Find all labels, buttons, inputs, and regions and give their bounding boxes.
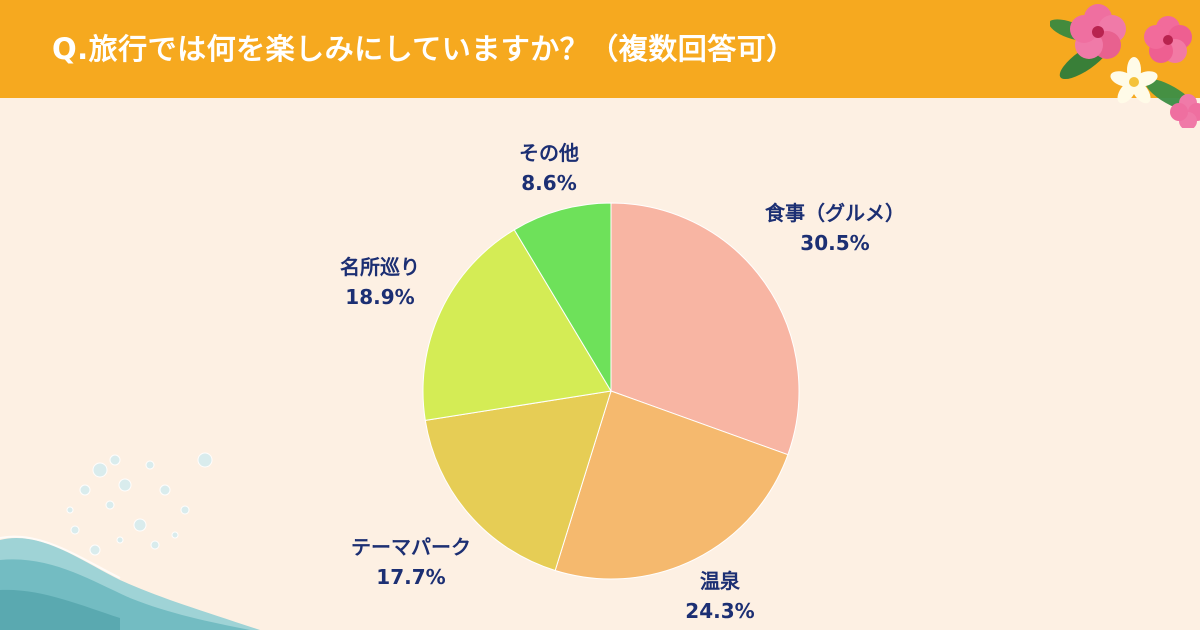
pie-slice bbox=[424, 390, 612, 572]
slice-value-label: 17.7% bbox=[376, 565, 445, 589]
pie-slice bbox=[513, 202, 612, 393]
slice-value-label: 18.9% bbox=[345, 285, 414, 309]
pie-slice bbox=[554, 390, 789, 580]
flower-decoration-icon bbox=[1050, 4, 1200, 128]
water-wave-decoration-icon bbox=[0, 535, 260, 630]
slice-name-label: その他 bbox=[519, 141, 579, 165]
slice-name-label: 食事（グルメ） bbox=[765, 201, 905, 225]
slice-value-label: 30.5% bbox=[800, 231, 869, 255]
slice-value-label: 24.3% bbox=[685, 599, 754, 623]
question-title: Q.旅行では何を楽しみにしていますか？（複数回答可） bbox=[52, 32, 796, 66]
pie-slice bbox=[422, 229, 612, 421]
pie-slice bbox=[610, 202, 800, 456]
slice-name-label: 名所巡り bbox=[340, 255, 420, 279]
slice-name-label: 温泉 bbox=[700, 569, 741, 593]
bubbles-decoration-icon bbox=[66, 452, 213, 556]
slice-value-label: 8.6% bbox=[521, 171, 576, 195]
slice-name-label: テーマパーク bbox=[351, 535, 471, 559]
header-bar: Q.旅行では何を楽しみにしていますか？（複数回答可） bbox=[0, 0, 1200, 98]
